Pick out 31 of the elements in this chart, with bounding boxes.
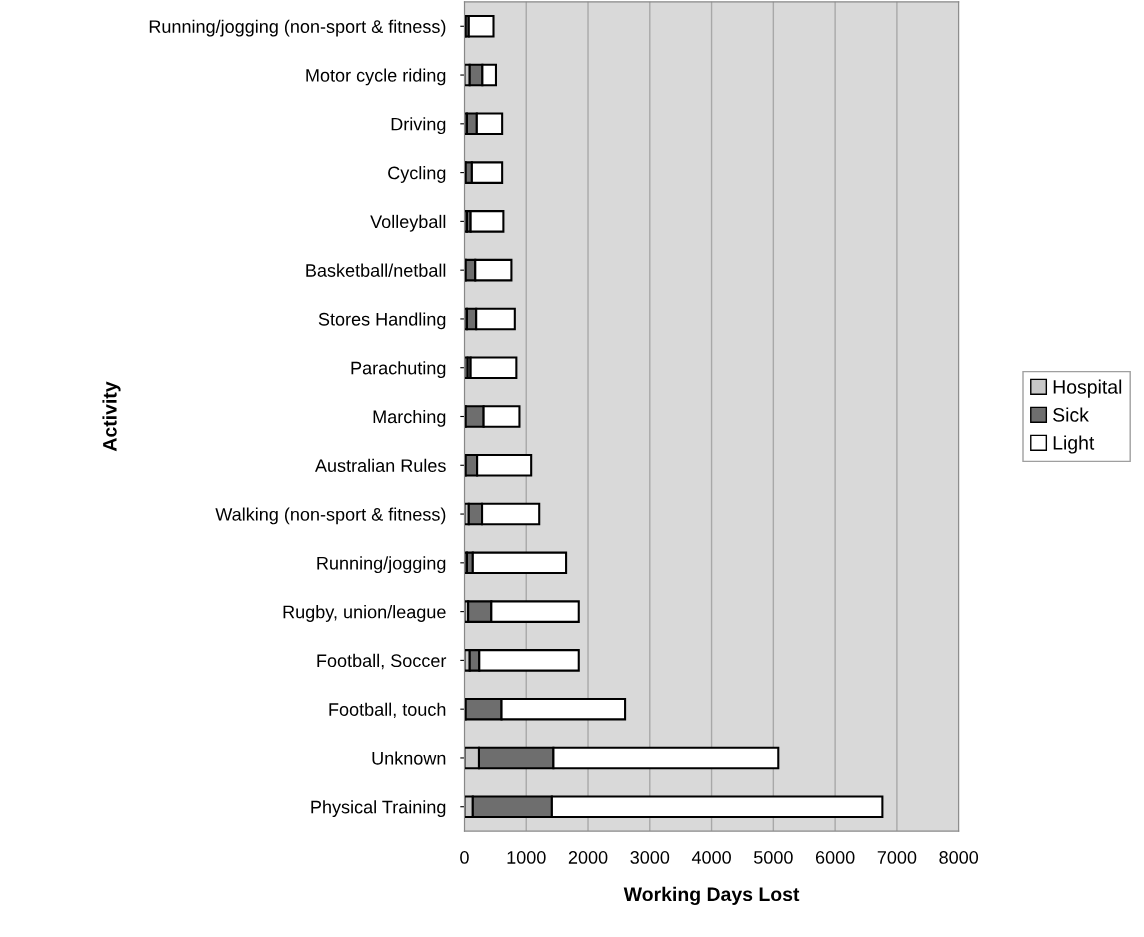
x-tick-label: 5000 xyxy=(753,851,793,864)
y-tick-label: Walking (non-sport & fitness) xyxy=(215,507,446,525)
x-tick-label: 6000 xyxy=(815,851,855,864)
x-tick-label: 1000 xyxy=(507,851,546,864)
x-tick-label: 2000 xyxy=(568,851,608,864)
x-tick-label: 7000 xyxy=(877,851,917,864)
y-tick-label: Parachuting xyxy=(351,361,446,379)
x-tick-label: 8000 xyxy=(939,851,979,864)
x-tick-label: 0 xyxy=(460,851,469,864)
y-tick-label: Stores Handling xyxy=(318,312,446,330)
y-tick-label: Physical Training xyxy=(311,800,446,818)
legend-label: Sick xyxy=(1053,407,1089,422)
y-tick-label: Running/jogging xyxy=(317,556,446,574)
x-tick-label: 3000 xyxy=(630,851,670,864)
y-tick-label: Running/jogging (non-sport & fitness) xyxy=(149,19,446,37)
y-tick-label: Australian Rules xyxy=(314,458,446,472)
y-tick-label: Marching xyxy=(373,409,446,427)
y-tick-label: Football, Soccer xyxy=(317,653,447,670)
legend-label: Light xyxy=(1053,435,1095,454)
x-tick-label: 4000 xyxy=(691,851,731,864)
y-tick-label: Driving xyxy=(391,117,446,135)
x-axis-title: Working Days Lost xyxy=(623,886,800,906)
y-tick-label: Basketball/netball xyxy=(306,263,446,277)
y-tick-label: Motor cycle riding xyxy=(306,68,446,86)
y-tick-label: Cycling xyxy=(388,166,446,183)
y-tick-label: Rugby, union/league xyxy=(283,605,446,622)
y-tick-label: Unknown xyxy=(372,751,446,765)
y-tick-label: Volleyball xyxy=(370,214,446,232)
y-axis-title: Activity xyxy=(102,381,121,452)
legend-label: Hospital xyxy=(1053,379,1122,398)
y-tick-label: Football, touch xyxy=(329,702,446,719)
